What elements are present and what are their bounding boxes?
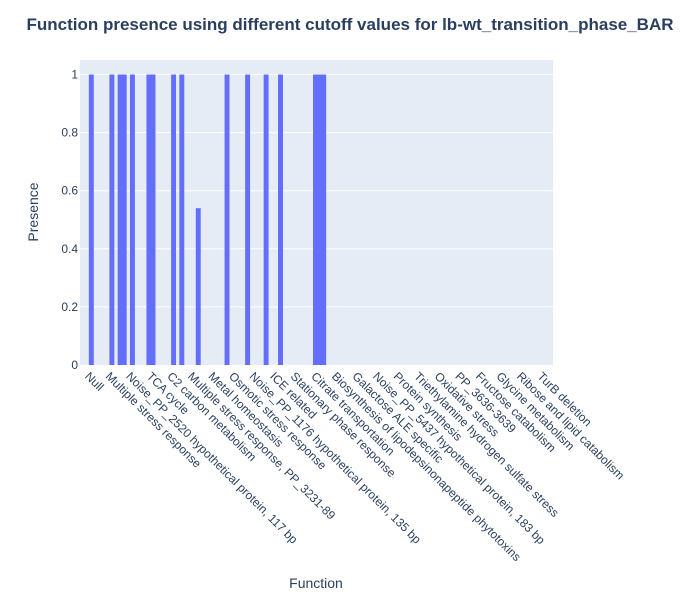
bar <box>117 74 123 366</box>
y-tick-label: 0.2 <box>61 300 78 314</box>
y-axis-title: Presence <box>25 182 41 241</box>
bar <box>278 74 283 366</box>
bar <box>171 74 177 366</box>
bar <box>245 74 251 366</box>
chart-title: Function presence using different cutoff… <box>26 15 673 34</box>
y-tick-label: 1 <box>71 68 78 82</box>
bar <box>150 74 156 366</box>
bar <box>88 74 94 366</box>
bar <box>317 74 323 366</box>
bars <box>88 74 327 366</box>
bar <box>121 74 127 366</box>
bar <box>224 74 230 366</box>
bar <box>313 74 318 366</box>
bar <box>263 74 269 366</box>
bar <box>109 74 115 366</box>
bar <box>321 74 327 366</box>
bar <box>179 74 185 366</box>
y-axis-ticks: 0 0.2 0.4 0.6 0.8 1 <box>61 68 78 372</box>
bar <box>129 74 135 366</box>
y-tick-label: 0 <box>71 358 78 372</box>
x-axis-title: Function <box>289 575 343 591</box>
y-tick-label: 0.8 <box>61 126 78 140</box>
x-tick-label: Null <box>82 369 107 394</box>
bar <box>195 208 201 365</box>
y-tick-label: 0.4 <box>61 242 78 256</box>
bar <box>146 74 152 366</box>
y-tick-label: 0.6 <box>61 184 78 198</box>
